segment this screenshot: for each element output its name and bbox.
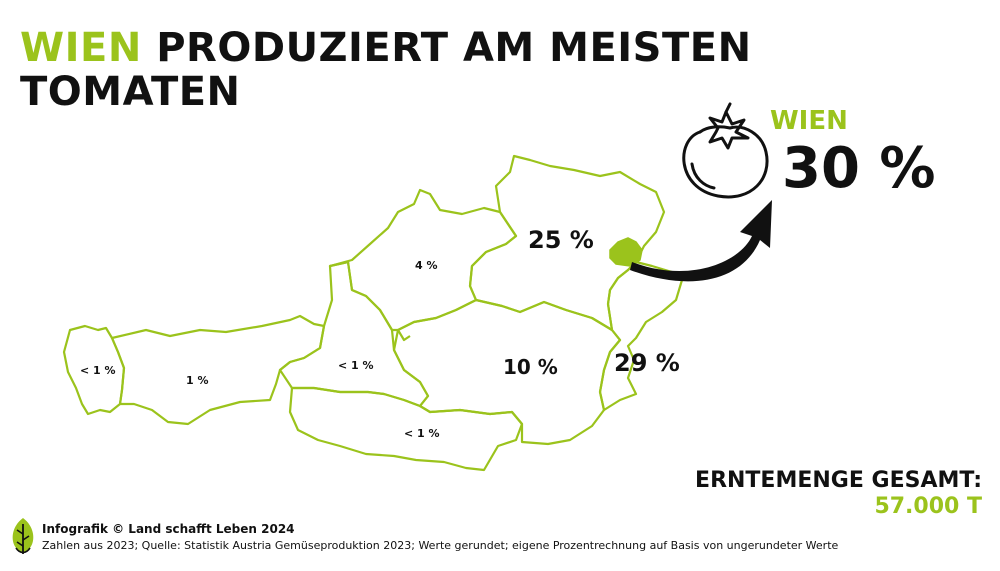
title-highlight: WIEN [20,25,142,71]
region-salzburg [278,260,430,408]
footer-source: Zahlen aus 2023; Quelle: Statistik Austr… [42,539,839,552]
border-line [397,329,411,342]
region-label-steiermark: 10 % [503,355,558,379]
total-label: ERNTEMENGE GESAMT: [695,468,982,493]
callout-value: 30 % [782,136,936,201]
title-rest: PRODUZIERT AM MEISTEN TOMATEN [20,25,752,115]
region-wien [609,237,643,267]
region-label-burgenland: 29 % [614,349,680,377]
footer-credit: Infografik © Land schafft Leben 2024 [42,522,295,536]
region-label-oberoesterreich: 4 % [415,259,438,272]
tomato-icon [682,102,769,199]
total-value: 57.000 T [874,494,982,519]
leaf-logo-icon [12,518,34,554]
arrow-icon [630,200,772,282]
page-title: WIEN PRODUZIERT AM MEISTEN TOMATEN [20,26,820,114]
callout-name: WIEN [770,106,848,136]
region-label-vorarlberg: < 1 % [80,364,116,377]
region-label-niederoesterreich: 25 % [528,226,594,254]
region-kaernten [288,386,524,472]
region-label-salzburg: < 1 % [338,359,374,372]
region-burgenland [598,260,684,412]
region-tirol [110,314,326,426]
region-label-tirol: 1 % [186,374,209,387]
region-label-kaernten: < 1 % [404,427,440,440]
